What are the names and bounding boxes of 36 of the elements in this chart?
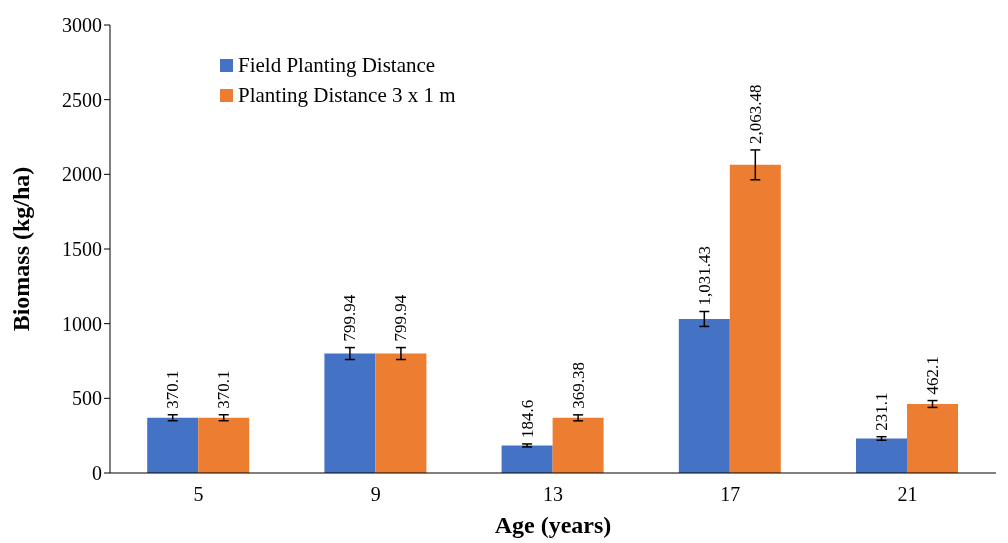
bar [678,318,730,473]
x-axis-title: Age (years) [494,512,612,538]
x-tick-label: 21 [897,483,918,506]
bar [907,403,959,473]
y-tick-label: 2500 [62,88,102,111]
data-label: 1,031.43 [694,246,714,306]
data-label: 799.94 [340,294,360,342]
data-label: 231.1 [872,392,892,431]
x-tick-label: 17 [720,483,741,506]
bar [729,164,781,473]
x-tick-label: 5 [193,483,204,506]
y-tick-label: 1500 [62,238,102,261]
y-axis-title: Biomass (kg/ha) [7,166,34,332]
bar [324,353,376,473]
data-label: 184.6 [517,399,537,438]
bar [198,417,250,473]
y-tick-label: 0 [92,462,102,485]
data-label: 370.1 [214,370,234,409]
data-label: 369.38 [568,362,588,409]
legend-label: Planting Distance 3 x 1 m [238,82,456,109]
legend-label: Field Planting Distance [238,52,436,79]
x-tick-label: 9 [370,483,381,506]
y-tick-label: 2000 [62,163,102,186]
bar [375,353,427,473]
bar [856,438,908,473]
data-label: 370.1 [163,370,183,409]
bar [147,417,199,473]
data-label: 799.94 [391,294,411,342]
x-tick-label: 13 [543,483,563,506]
data-label: 2,063.48 [745,84,765,144]
y-tick-label: 500 [72,387,102,410]
y-tick-label: 3000 [62,14,102,37]
bar [552,417,604,473]
bar [501,445,553,473]
data-label: 462.1 [923,356,943,395]
y-tick-label: 1000 [62,312,102,335]
